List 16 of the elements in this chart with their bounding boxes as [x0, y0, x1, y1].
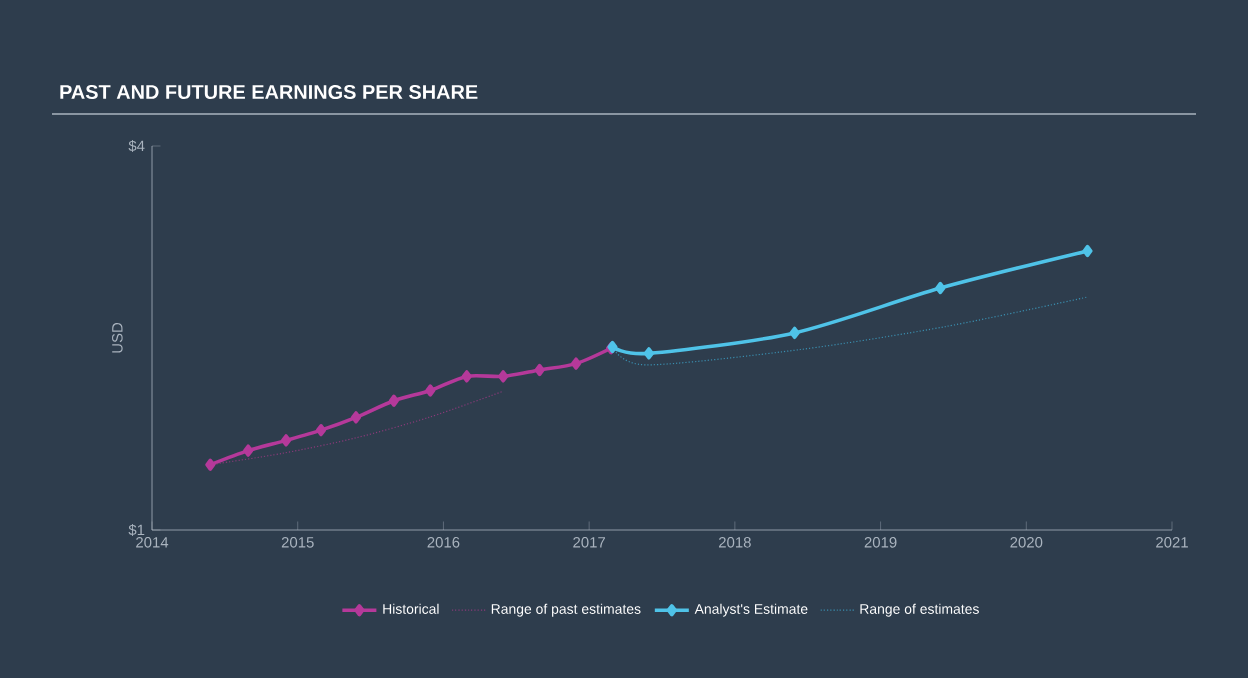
point — [350, 411, 362, 424]
point — [1082, 244, 1093, 258]
point — [789, 326, 800, 340]
point — [280, 434, 292, 447]
point — [534, 363, 545, 377]
point — [243, 444, 254, 457]
point — [570, 357, 582, 370]
point — [935, 281, 946, 295]
point — [205, 458, 216, 471]
point — [388, 394, 399, 407]
point — [643, 347, 654, 360]
point — [498, 370, 509, 383]
point — [425, 384, 436, 397]
point — [315, 423, 327, 437]
point — [461, 370, 472, 383]
chart-title: PAST AND FUTURE EARNINGS PER SHARE — [60, 84, 478, 100]
